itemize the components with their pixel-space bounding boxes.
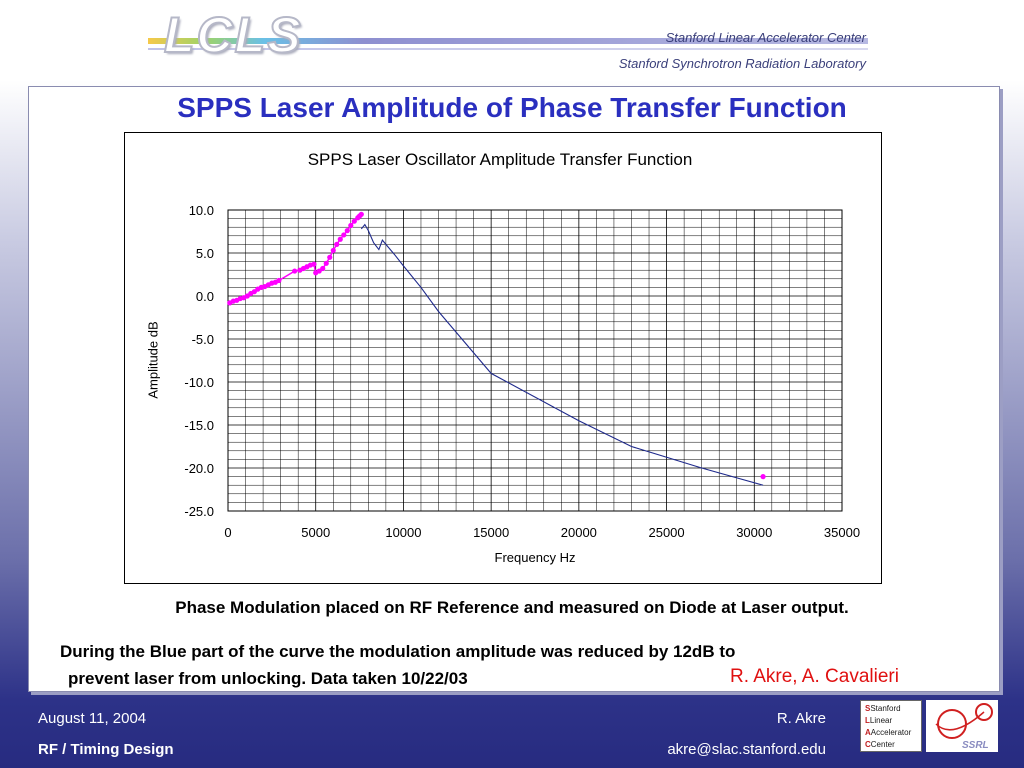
- slac-logo-line: CCenter: [865, 740, 895, 749]
- logo-stripe: [148, 38, 868, 44]
- slide-header: LCLS Stanford Linear Accelerator Center …: [0, 0, 1024, 80]
- slac-logo-line: LLinear: [865, 716, 893, 725]
- slac-logo: SStanford LLinear AAccelerator CCenter: [860, 700, 922, 752]
- footer-author: R. Akre: [776, 710, 826, 727]
- slac-logo-line: AAccelerator: [865, 728, 912, 737]
- x-axis-label: Frequency Hz: [494, 550, 576, 565]
- footer-email: akre@slac.stanford.edu: [667, 741, 826, 758]
- caption-block: During the Blue part of the curve the mo…: [60, 638, 1000, 692]
- ssrl-logo: SSRL: [926, 700, 998, 752]
- y-axis-label: Amplitude dB: [145, 321, 161, 399]
- footer-date: August 11, 2004: [38, 710, 147, 727]
- header-institution-line2: Stanford Synchrotron Radiation Laborator…: [618, 56, 866, 71]
- caption-line1: Phase Modulation placed on RF Reference …: [175, 598, 849, 617]
- header-institution-line1: Stanford Linear Accelerator Center: [665, 30, 866, 45]
- logo-stripe-secondary: [148, 48, 868, 50]
- footer-topic: RF / Timing Design: [38, 741, 174, 758]
- ssrl-logo-text: SSRL: [962, 740, 989, 751]
- caption-line3: prevent laser from unlocking. Data taken…: [68, 669, 468, 688]
- authors: R. Akre, A. Cavalieri: [730, 666, 899, 687]
- slac-logo-line: SStanford: [865, 704, 901, 713]
- chart-frame: [124, 132, 882, 584]
- lcls-logo: LCLS: [163, 6, 303, 64]
- chart-title: SPPS Laser Oscillator Amplitude Transfer…: [307, 150, 693, 169]
- slide-title: SPPS Laser Amplitude of Phase Transfer F…: [177, 92, 847, 123]
- caption-line2: During the Blue part of the curve the mo…: [60, 642, 736, 661]
